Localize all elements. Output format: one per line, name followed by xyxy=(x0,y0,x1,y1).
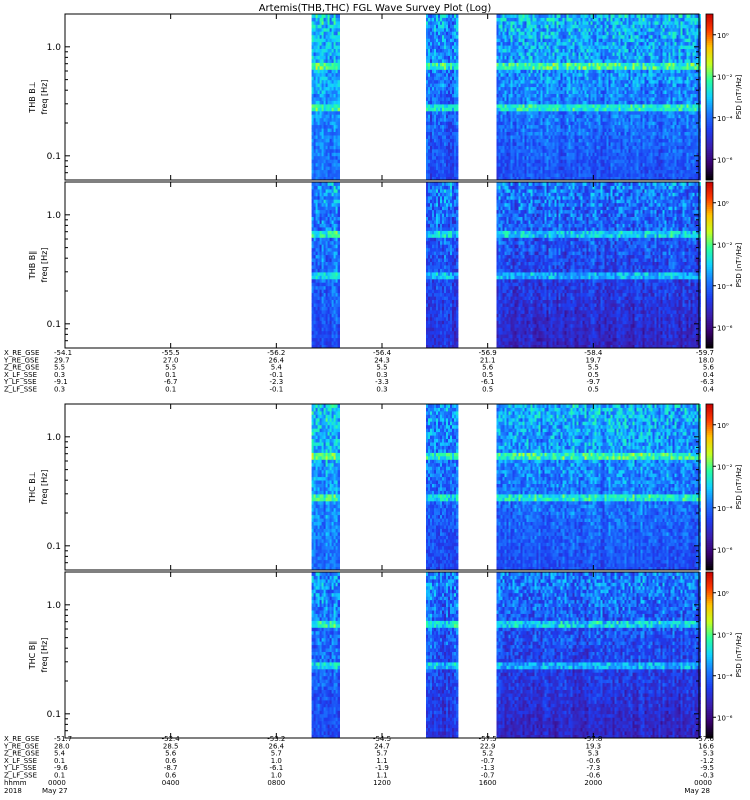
y-tick-label: 1.0 xyxy=(47,601,62,611)
data-segment-3 xyxy=(497,182,701,348)
ephemeris-value: 0.3 xyxy=(376,386,387,394)
colorbar-label: PSD [nT²/Hz] xyxy=(735,464,743,509)
data-segment-3 xyxy=(497,572,701,738)
colorbar-tick-label: 10⁰ xyxy=(717,32,729,40)
ephemeris-value: 0.1 xyxy=(165,386,176,394)
data-segment-1 xyxy=(312,404,340,570)
data-segment-2 xyxy=(426,14,458,180)
y-tick-label: 0.1 xyxy=(47,542,61,552)
ephemeris-value: 0.3 xyxy=(54,386,65,394)
x-tick-label: 0800 xyxy=(267,779,285,787)
colorbar-tick-label: 10⁻⁴ xyxy=(717,673,733,681)
x-tick-label: 0000 xyxy=(48,779,66,787)
hhmm-label: hhmm xyxy=(4,779,27,787)
ephemeris-block-1: X_RE_GSE -54.1 -55.5 -56.2 -56.4 -56.9 -58.4 -5… xyxy=(3,349,715,394)
colorbar-tick-label: 10⁻⁴ xyxy=(717,505,733,513)
y-tick-label: 0.1 xyxy=(47,320,61,330)
spectrogram-panel-3: 1.0 0.1 THC B⊥ freq [Hz] 10⁰ 10⁻² 10⁻⁴ 10⁻⁶ PSD … xyxy=(28,404,743,571)
colorbar: 10⁰ 10⁻² 10⁻⁴ 10⁻⁶ PSD [nT²/Hz] xyxy=(706,14,743,181)
colorbar: 10⁰ 10⁻² 10⁻⁴ 10⁻⁶ PSD [nT²/Hz] xyxy=(706,404,743,571)
y-tick-label: 1.0 xyxy=(47,433,62,443)
spectrogram-panel-2: 1.0 0.1 THB B∥ freq [Hz] 10⁰ 10⁻² 10⁻⁴ 10⁻⁶ PSD … xyxy=(28,182,743,349)
colorbar-tick-label: 10⁻² xyxy=(717,463,733,471)
y-tick-label: 0.1 xyxy=(47,152,61,162)
x-tick-label: 1600 xyxy=(479,779,497,787)
chart-title: Artemis(THB,THC) FGL Wave Survey Plot (L… xyxy=(259,3,492,14)
colorbar-tick-label: 10⁻⁴ xyxy=(717,115,733,123)
end-date: May 28 xyxy=(684,787,710,795)
y-tick-label: 1.0 xyxy=(47,211,62,221)
data-segment-2 xyxy=(426,572,458,738)
ephemeris-value: 0.5 xyxy=(588,386,599,394)
data-segment-1 xyxy=(312,572,340,738)
spectrogram-panel-4: 1.0 0.1 THC B∥ freq [Hz] 10⁰ 10⁻² 10⁻⁴ 10⁻⁶ PSD … xyxy=(28,572,743,739)
colorbar-label: PSD [nT²/Hz] xyxy=(735,632,743,677)
x-tick-label: 0400 xyxy=(162,779,180,787)
colorbar-tick-label: 10⁰ xyxy=(717,422,729,430)
y-axis-label: THB B∥ xyxy=(28,251,37,280)
start-date: May 27 xyxy=(42,787,68,795)
y-axis-label: THC B⊥ xyxy=(28,471,37,504)
y-axis-units: freq [Hz] xyxy=(40,470,49,505)
colorbar-tick-label: 10⁻⁶ xyxy=(717,156,733,164)
y-tick-label: 1.0 xyxy=(47,43,62,53)
data-segment-2 xyxy=(426,182,458,348)
ephemeris-row-label: Z_LF_SSE xyxy=(4,386,37,394)
y-axis-label: THC B∥ xyxy=(28,641,37,671)
spectrogram-panel-1: 1.0 0.1 THB B⊥ freq [Hz] 10⁰ 10⁻² 10⁻⁴ 10⁻⁶ PSD … xyxy=(28,14,743,181)
data-segment-3 xyxy=(497,404,701,570)
y-axis-label: THB B⊥ xyxy=(28,81,37,113)
colorbar-tick-label: 10⁻² xyxy=(717,73,733,81)
colorbar-tick-label: 10⁻⁶ xyxy=(717,546,733,554)
y-tick-label: 0.1 xyxy=(47,710,61,720)
ephemeris-value: 0.4 xyxy=(703,386,715,394)
colorbar-tick-label: 10⁻² xyxy=(717,241,733,249)
ephemeris-value: 0.5 xyxy=(482,386,493,394)
ephemeris-value: -0.1 xyxy=(269,386,283,394)
year-label: 2018 xyxy=(4,787,22,795)
x-tick-label: 0000 xyxy=(694,779,712,787)
data-segment-3 xyxy=(497,14,701,180)
colorbar-tick-label: 10⁻⁶ xyxy=(717,324,733,332)
y-axis-units: freq [Hz] xyxy=(40,638,49,673)
colorbar-tick-label: 10⁰ xyxy=(717,590,729,598)
colorbar-tick-label: 10⁰ xyxy=(717,200,729,208)
y-axis-units: freq [Hz] xyxy=(40,80,49,115)
colorbar-tick-label: 10⁻² xyxy=(717,631,733,639)
y-axis-units: freq [Hz] xyxy=(40,248,49,283)
data-segment-2 xyxy=(426,404,458,570)
ephemeris-block-2: X_RE_GSE -51.7 -52.4 -53.2 -54.5 -57.5 -57.8 -5… xyxy=(3,735,715,780)
x-tick-label: 2000 xyxy=(584,779,602,787)
colorbar: 10⁰ 10⁻² 10⁻⁴ 10⁻⁶ PSD [nT²/Hz] xyxy=(706,182,743,349)
colorbar: 10⁰ 10⁻² 10⁻⁴ 10⁻⁶ PSD [nT²/Hz] xyxy=(706,572,743,739)
x-tick-label: 1200 xyxy=(373,779,391,787)
data-segment-1 xyxy=(312,14,340,180)
colorbar-label: PSD [nT²/Hz] xyxy=(735,74,743,119)
colorbar-label: PSD [nT²/Hz] xyxy=(735,242,743,287)
colorbar-tick-label: 10⁻⁶ xyxy=(717,714,733,722)
data-segment-1 xyxy=(312,182,340,348)
colorbar-tick-label: 10⁻⁴ xyxy=(717,283,733,291)
